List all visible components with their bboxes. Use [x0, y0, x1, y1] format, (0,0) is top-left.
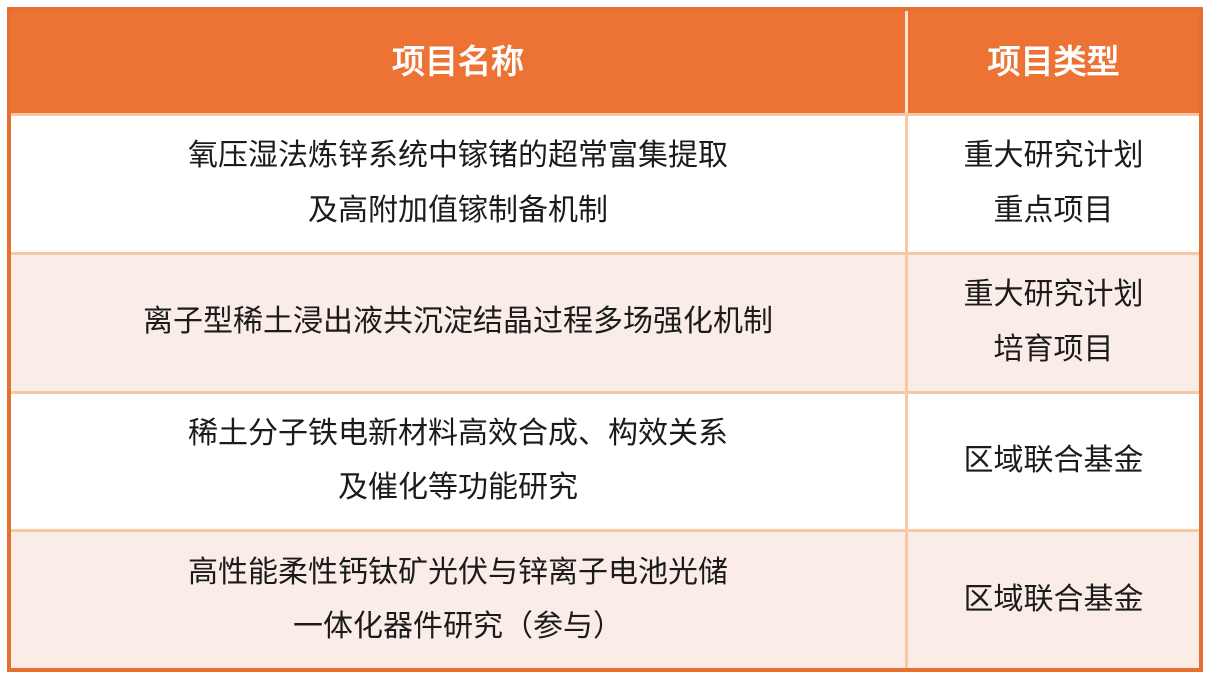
project-name-text: 高性能柔性钙钛矿光伏与锌离子电池光储 一体化器件研究（参与）: [188, 555, 728, 644]
table-header-row: 项目名称 项目类型: [11, 11, 1199, 113]
table-row: 稀土分子铁电新材料高效合成、构效关系 及催化等功能研究 区域联合基金: [11, 390, 1199, 530]
column-header-label: 项目类型: [987, 43, 1120, 81]
project-type-cell: 重大研究计划 重点项目: [908, 116, 1199, 252]
project-type-text: 区域联合基金: [963, 444, 1144, 478]
column-header-project-type: 项目类型: [908, 11, 1199, 113]
project-type-cell: 区域联合基金: [908, 532, 1199, 668]
project-type-cell: 区域联合基金: [908, 394, 1199, 530]
project-type-text: 重大研究计划 培育项目: [963, 278, 1144, 366]
project-name-cell: 离子型稀土浸出液共沉淀结晶过程多场强化机制: [11, 254, 908, 391]
project-type-cell: 重大研究计划 培育项目: [908, 255, 1199, 391]
project-name-cell: 氧压湿法炼锌系统中镓锗的超常富集提取 及高附加值镓制备机制: [11, 116, 908, 252]
project-name-text: 氧压湿法炼锌系统中镓锗的超常富集提取 及高附加值镓制备机制: [188, 139, 728, 227]
column-header-label: 项目名称: [392, 43, 524, 81]
project-name-text: 离子型稀土浸出液共沉淀结晶过程多场强化机制: [143, 305, 773, 339]
project-type-text: 重大研究计划 重点项目: [963, 139, 1144, 227]
project-name-text: 稀土分子铁电新材料高效合成、构效关系 及催化等功能研究: [188, 416, 728, 505]
table-row: 高性能柔性钙钛矿光伏与锌离子电池光储 一体化器件研究（参与） 区域联合基金: [11, 529, 1199, 668]
column-header-project-name: 项目名称: [11, 11, 908, 113]
table-row: 氧压湿法炼锌系统中镓锗的超常富集提取 及高附加值镓制备机制 重大研究计划 重点项…: [11, 113, 1199, 252]
project-name-cell: 高性能柔性钙钛矿光伏与锌离子电池光储 一体化器件研究（参与）: [11, 532, 908, 668]
projects-table: 项目名称 项目类型 氧压湿法炼锌系统中镓锗的超常富集提取 及高附加值镓制备机制 …: [7, 7, 1203, 672]
table-row: 离子型稀土浸出液共沉淀结晶过程多场强化机制 重大研究计划 培育项目: [11, 251, 1199, 391]
project-name-cell: 稀土分子铁电新材料高效合成、构效关系 及催化等功能研究: [11, 393, 908, 530]
project-type-text: 区域联合基金: [963, 582, 1144, 616]
